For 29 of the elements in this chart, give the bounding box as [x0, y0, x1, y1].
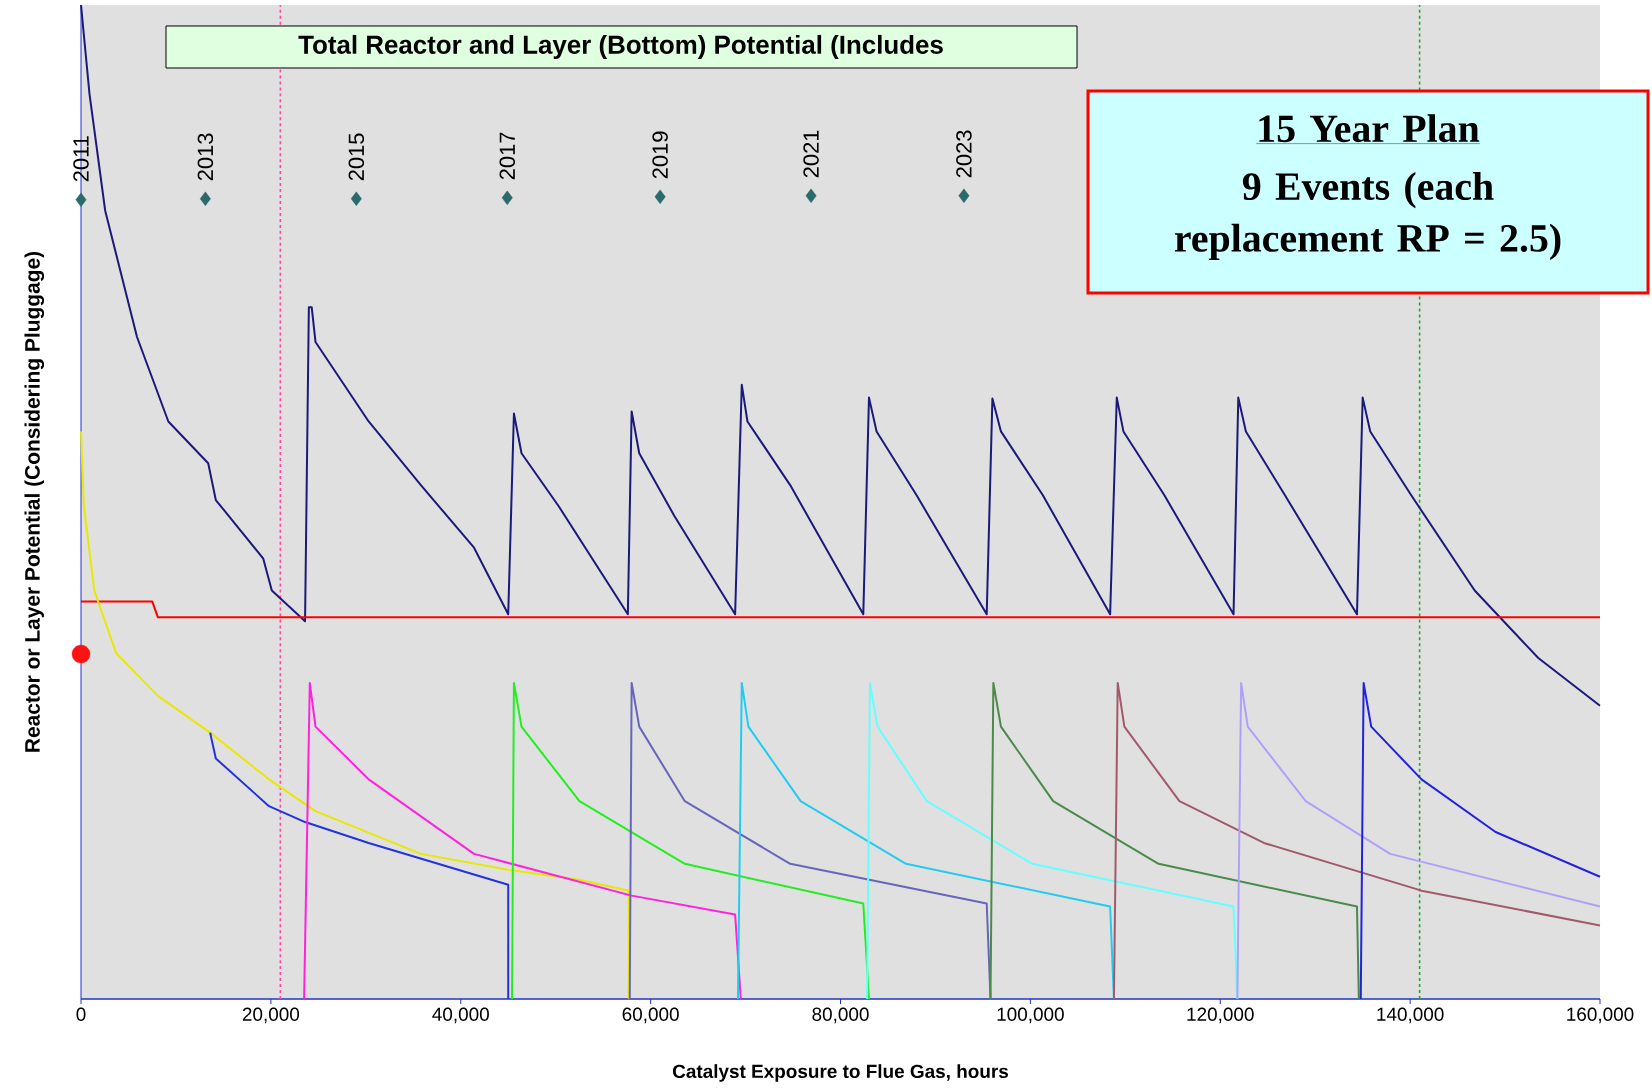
text: Total Reactor and Layer (Bottom) Potential (Includes [298, 34, 943, 60]
annotation: 9 Events (each replacement RP = 2.5) [1174, 172, 1561, 260]
y-axis-title: Reactor or Layer Potential (Considering Pluggage) [24, 251, 45, 752]
annotation: 15 Year Plan [1259, 114, 1480, 143]
x-tick-label: 80,000 [812, 1007, 869, 1024]
point [75, 192, 87, 208]
x-axis-title: Catalyst Exposure to Flue Gas, hours [672, 1064, 1009, 1082]
x-tick-label: 140,000 [1377, 1007, 1444, 1024]
annotation: 2017 [499, 132, 516, 180]
annotation: 2015 [348, 133, 365, 181]
annotation: 2011 [73, 136, 89, 182]
annotation: 2013 [197, 133, 214, 181]
point [350, 191, 362, 207]
x-tick-label: 160,000 [1567, 1007, 1634, 1024]
annotation: 2021 [803, 130, 819, 178]
x-tick-label: 20,000 [242, 1007, 300, 1024]
x-tick-label: 40,000 [432, 1007, 489, 1024]
point [958, 188, 970, 204]
x-tick-label: 120,000 [1187, 1007, 1254, 1024]
point [71, 644, 91, 664]
point [501, 190, 513, 206]
x-tick-label: 60,000 [622, 1007, 679, 1024]
x-tick-label: 0 [76, 1007, 86, 1021]
annotation: 2019 [652, 131, 668, 179]
annotation: 2023 [956, 130, 972, 178]
point [199, 191, 211, 207]
point [805, 188, 817, 204]
x-tick-label: 100,000 [997, 1007, 1064, 1024]
point [654, 189, 666, 205]
